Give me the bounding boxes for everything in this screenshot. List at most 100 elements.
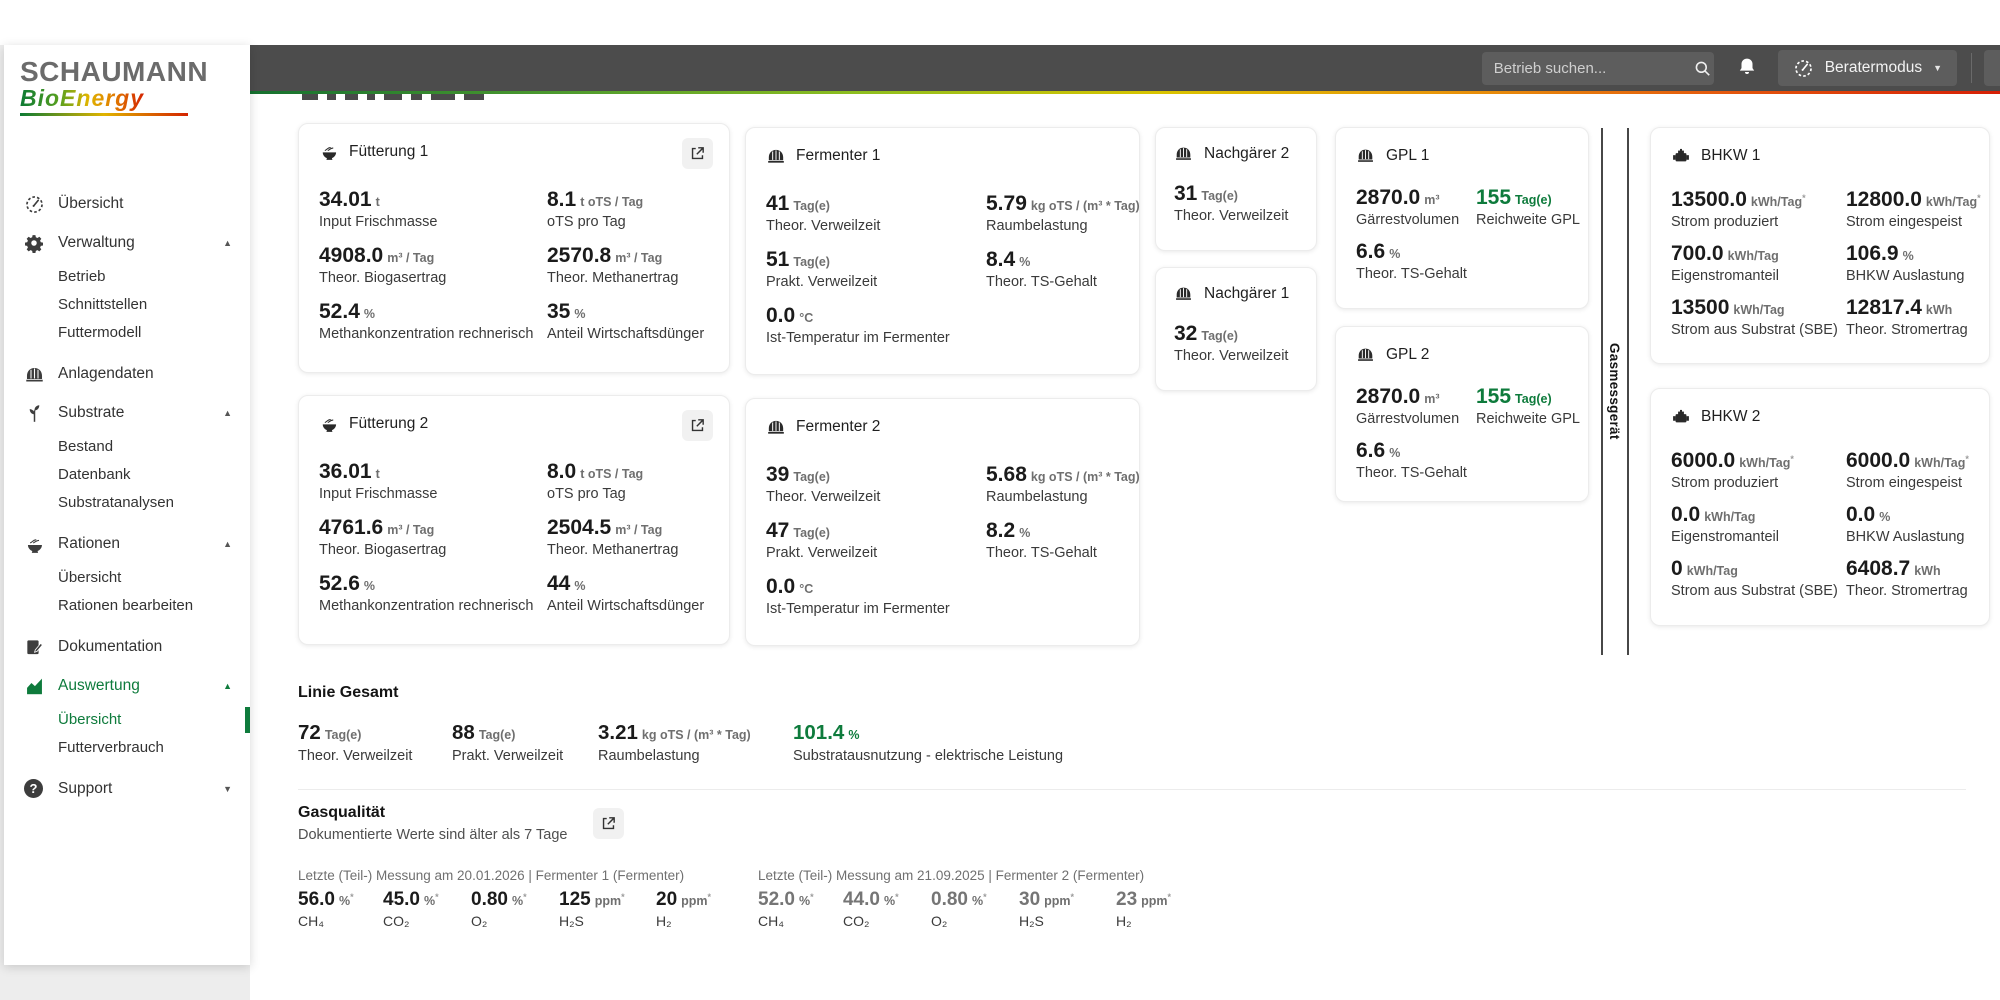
metric: 36.01 t Input Frischmasse <box>319 460 547 502</box>
metric-unit: Tag(e) <box>793 255 830 270</box>
card-title: BHKW 1 <box>1701 147 1761 164</box>
metric: 88 Tag(e) Prakt. Verweilzeit <box>452 721 598 763</box>
metric-unit: ppm* <box>1044 891 1075 908</box>
sidebar-subitem-label: Substratanalysen <box>58 494 174 512</box>
sidebar-subitem-futtermodell[interactable]: Futtermodell <box>4 319 250 347</box>
sidebar-item-anlagendaten[interactable]: Anlagendaten <box>4 355 250 394</box>
area-chart-icon <box>24 676 45 697</box>
card-fermenter-1: Fermenter 1 41 Tag(e) Theor. Verweilzeit 5.… <box>745 127 1140 375</box>
metric-unit: kWh/Tag* <box>1914 453 1969 470</box>
chevron-down-icon: ▼ <box>223 784 232 795</box>
metric-label: Theor. TS-Gehalt <box>986 545 1097 562</box>
metric-label: Reichweite GPL <box>1476 212 1580 229</box>
brand-underline <box>20 112 188 116</box>
metric-label: CH₄ <box>758 912 784 929</box>
metric: 39 Tag(e) Theor. Verweilzeit <box>766 463 986 505</box>
topbar-partial-button[interactable] <box>1984 50 2000 86</box>
sidebar-subitem-auswertung-uebersicht[interactable]: Übersicht <box>4 706 250 734</box>
advisor-mode-button[interactable]: Beratermodus ▼ <box>1777 50 1957 86</box>
linie-gesamt-heading: Linie Gesamt <box>298 684 399 701</box>
bowl-icon <box>24 534 45 555</box>
sidebar-subitem-rationen-uebersicht[interactable]: Übersicht <box>4 564 250 592</box>
metric-value: 45.0 <box>383 889 420 910</box>
dome-tank-icon <box>766 146 786 166</box>
sidebar-subitem-label: Schnittstellen <box>58 296 148 314</box>
brand-name-bottom: BioEnergy <box>20 85 145 112</box>
metric-value: 8.4 <box>986 248 1016 272</box>
metric: 0.0 °C Ist-Temperatur im Fermenter <box>766 304 986 346</box>
metric-label: BHKW Auslastung <box>1846 268 1965 285</box>
metric-value: 2504.5 <box>547 516 612 540</box>
card-title: Fütterung 2 <box>349 415 429 432</box>
open-details-button[interactable] <box>682 138 713 169</box>
metric-value: 52.4 <box>319 300 360 324</box>
sidebar-item-label: Verwaltung <box>58 234 135 252</box>
sidebar-subitem-rationen-bearbeiten[interactable]: Rationen bearbeiten <box>4 592 250 620</box>
dome-tank-icon <box>1174 144 1194 164</box>
sidebar-item-auswertung[interactable]: Auswertung ▲ <box>4 667 250 706</box>
sidebar-item-verwaltung[interactable]: Verwaltung ▲ <box>4 224 250 263</box>
card-title: Nachgärer 2 <box>1204 145 1290 162</box>
metric-unit: Tag(e) <box>793 526 830 541</box>
card-gpl-1: GPL 1 2870.0 m³ Gärrestvolumen 155 Tag(e) Rei… <box>1335 127 1589 309</box>
notifications-bell-icon[interactable] <box>1736 56 1758 80</box>
card-title: Fermenter 1 <box>796 147 881 164</box>
metric-label: O₂ <box>471 912 488 929</box>
metric-value: 72 <box>298 721 321 744</box>
metric-label: H₂S <box>1019 912 1044 929</box>
metric-value: 39 <box>766 463 790 486</box>
plant-icon <box>24 403 45 424</box>
metric-unit: t oTS / Tag <box>580 195 644 209</box>
metric: 5.79 kg oTS / (m³ * Tag) Raumbelastung <box>986 192 1140 234</box>
sidebar-subitem-futterverbrauch[interactable]: Futterverbrauch <box>4 734 250 762</box>
sidebar-item-rationen[interactable]: Rationen ▲ <box>4 525 250 564</box>
chevron-up-icon: ▲ <box>223 539 232 550</box>
gauge-icon <box>1793 58 1814 79</box>
metric: 8.1 t oTS / Tag oTS pro Tag <box>547 188 709 230</box>
metric: 12800.0 kWh/Tag* Strom eingespeist <box>1846 188 1981 230</box>
sidebar-subitem-datenbank[interactable]: Datenbank <box>4 461 250 489</box>
sidebar-item-support[interactable]: ? Support ▼ <box>4 770 250 809</box>
sidebar-subitem-betrieb[interactable]: Betrieb <box>4 263 250 291</box>
topbar-divider <box>1971 53 1972 83</box>
metric: 44% Anteil Wirtschaftsdünger <box>547 572 709 614</box>
sidebar-menu: Übersicht Verwaltung ▲ Betrieb Schnittst… <box>4 122 250 809</box>
metric-label: H₂ <box>656 912 672 929</box>
metric-unit: % <box>1019 255 1031 270</box>
metric-value: 13500.0 <box>1671 188 1747 211</box>
sidebar-subitem-schnittstellen[interactable]: Schnittstellen <box>4 291 250 319</box>
metric: 2870.0 m³ Gärrestvolumen <box>1356 186 1476 228</box>
gas-measurement-header: Letzte (Teil-) Messung am 20.01.2026 | F… <box>298 868 685 883</box>
metric-value: 3.21 <box>598 721 638 744</box>
bowl-icon <box>319 142 339 162</box>
metric: 0.80 %* O₂ <box>471 889 559 929</box>
metric-unit: m³ <box>1424 193 1440 207</box>
sidebar-item-uebersicht[interactable]: Übersicht <box>4 185 250 224</box>
metric-label: Theor. TS-Gehalt <box>986 274 1097 291</box>
metric-value: 4908.0 <box>319 244 384 268</box>
open-details-button[interactable] <box>593 808 625 839</box>
open-details-button[interactable] <box>682 410 713 441</box>
gauge-icon <box>24 194 45 215</box>
sidebar-item-substrate[interactable]: Substrate ▲ <box>4 394 250 433</box>
metric-unit: kg oTS / (m³ * Tag) <box>641 728 751 742</box>
search-box[interactable] <box>1481 51 1714 85</box>
dome-tank-icon <box>1174 284 1194 304</box>
sidebar-item-label: Dokumentation <box>58 638 163 656</box>
metric: 47 Tag(e) Prakt. Verweilzeit <box>766 519 986 561</box>
metric-label: BHKW Auslastung <box>1846 529 1965 546</box>
search-input[interactable] <box>1493 59 1693 77</box>
sidebar-item-dokumentation[interactable]: Dokumentation <box>4 628 250 667</box>
metric-label: Prakt. Verweilzeit <box>766 274 878 291</box>
search-icon[interactable] <box>1693 59 1712 78</box>
metric-label: H₂S <box>559 912 584 929</box>
metric: 0.0 °C Ist-Temperatur im Fermenter <box>766 575 986 617</box>
metric-unit: kWh/Tag <box>1686 564 1738 579</box>
sidebar-subitem-substratanalysen[interactable]: Substratanalysen <box>4 489 250 517</box>
document-edit-icon <box>24 637 45 658</box>
metric-label: Gärrestvolumen <box>1356 411 1460 428</box>
metric-label: Theor. Methanertrag <box>547 270 679 287</box>
sidebar-subitem-bestand[interactable]: Bestand <box>4 433 250 461</box>
metric-value: 6.6 <box>1356 439 1386 463</box>
metric-label: Theor. Stromertrag <box>1846 583 1968 600</box>
